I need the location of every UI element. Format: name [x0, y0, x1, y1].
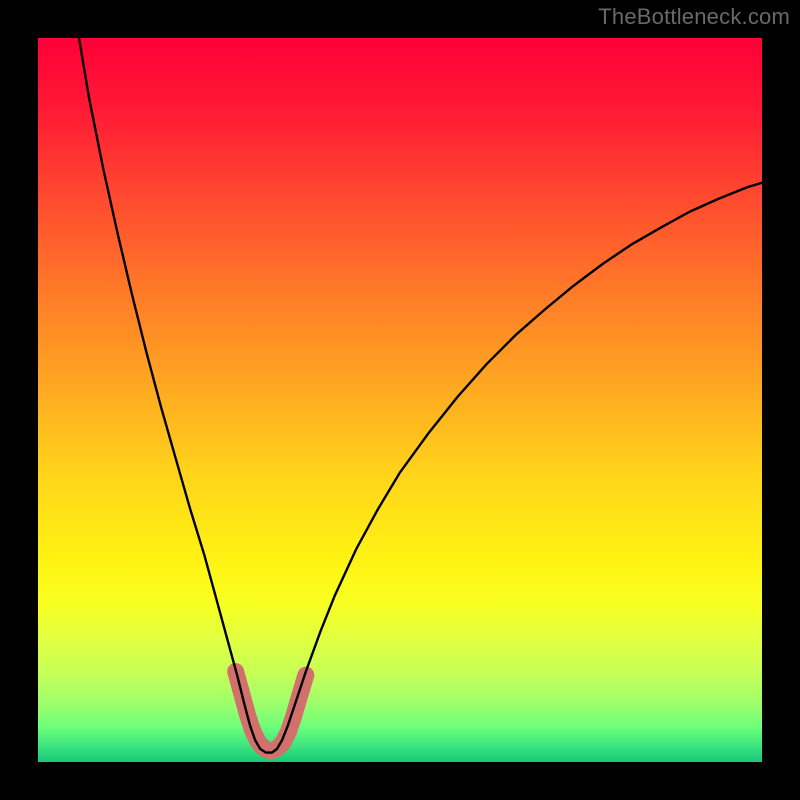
attribution-label: TheBottleneck.com	[598, 4, 790, 30]
gradient-background	[38, 38, 762, 762]
chart-container: TheBottleneck.com	[0, 0, 800, 800]
bottleneck-chart	[38, 38, 762, 762]
plot-area	[38, 38, 762, 762]
